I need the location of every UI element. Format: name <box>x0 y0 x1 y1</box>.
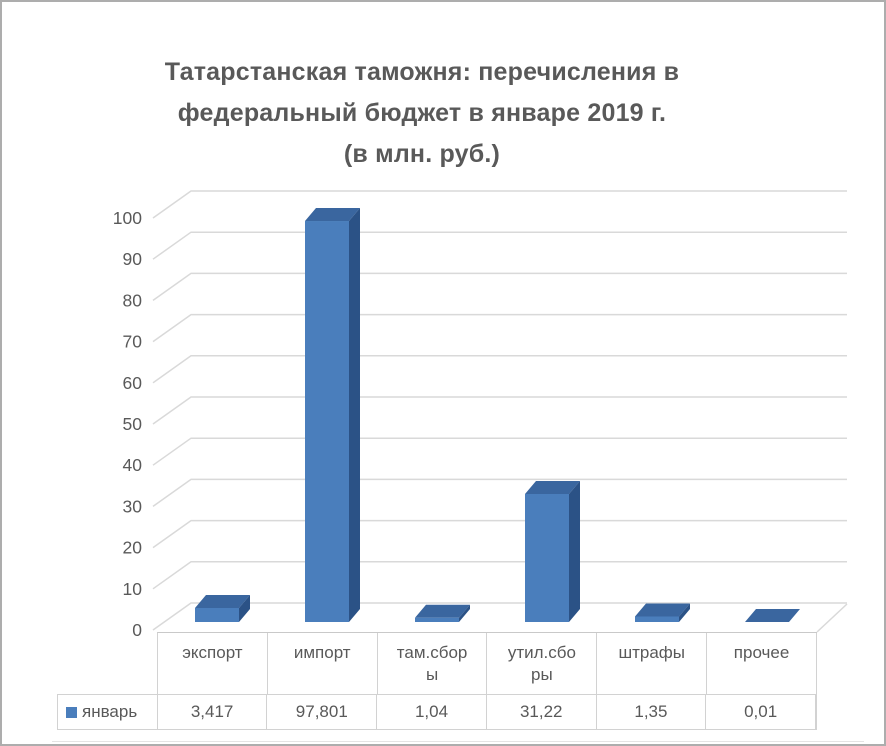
series-legend-marker <box>66 706 77 718</box>
table-value-экспорт: 3,417 <box>158 695 268 729</box>
bar-side-face-прочее <box>789 608 800 622</box>
gridline-0 <box>152 602 847 631</box>
gridline-90 <box>152 231 847 260</box>
bar-front-face-там.сборы <box>415 617 459 622</box>
category-label-импорт: импорт <box>268 633 378 694</box>
y-tick-label-20: 20 <box>123 538 143 558</box>
table-value-там.сборы: 1,04 <box>377 695 487 729</box>
table-value-импорт: 97,801 <box>267 695 378 729</box>
y-tick-label-30: 30 <box>123 496 143 516</box>
bar-top-face-там.сборы <box>415 604 470 618</box>
category-label-утил.сборы: утил.сбо ры <box>487 633 598 694</box>
bar-side-face-импорт <box>349 208 360 622</box>
gridline-60 <box>152 355 847 384</box>
floor-right-edge <box>816 603 848 633</box>
gridline-80 <box>152 272 847 302</box>
gridline-30 <box>152 478 847 508</box>
category-label-прочее: прочее <box>707 633 817 694</box>
chart-title-line-3: (в млн. руб.) <box>343 140 501 168</box>
legend-cell: январь <box>58 695 158 729</box>
gridline-50 <box>152 396 847 425</box>
y-tick-label-0: 0 <box>132 620 142 640</box>
bar-front-face-экспорт <box>195 607 239 622</box>
bar-front-face-утил.сборы <box>525 493 569 622</box>
data-table-row: январь 3,417 97,801 1,04 31,22 1,35 0,01 <box>57 694 817 730</box>
gridline-70 <box>152 313 847 343</box>
chart-title-line-2: федеральный бюджет в январе 2019 г. <box>177 99 667 127</box>
bar-side-face-штрафы <box>679 603 690 622</box>
table-value-прочее: 0,01 <box>706 695 816 729</box>
bar-top-face-экспорт <box>195 594 250 608</box>
bar-front-face-импорт <box>305 221 349 622</box>
bar-top-face-прочее <box>745 608 800 622</box>
bar-top-face-импорт <box>305 208 360 222</box>
category-label-экспорт: экспорт <box>158 633 268 694</box>
gridline-10 <box>152 561 847 590</box>
y-tick-label-90: 90 <box>123 249 143 269</box>
y-tick-label-80: 80 <box>123 290 143 310</box>
bar-top-face-утил.сборы <box>525 480 580 494</box>
bar-front-face-штрафы <box>635 616 679 622</box>
gridline-40 <box>152 437 847 466</box>
y-tick-label-40: 40 <box>123 455 143 475</box>
y-tick-label-100: 100 <box>113 208 142 228</box>
y-tick-label-50: 50 <box>123 414 143 434</box>
table-value-штрафы: 1,35 <box>597 695 707 729</box>
gridline-100 <box>152 190 847 219</box>
y-tick-label-10: 10 <box>123 579 143 599</box>
bar-side-face-утил.сборы <box>569 480 580 622</box>
bar-side-face-там.сборы <box>459 604 470 622</box>
category-label-там.сборы: там.сбор ы <box>378 633 488 694</box>
table-value-утил.сборы: 31,22 <box>487 695 597 729</box>
table-outer-bottom-border <box>52 741 864 742</box>
y-tick-label-60: 60 <box>123 373 143 393</box>
series-legend-label: январь <box>82 702 138 721</box>
y-tick-label-70: 70 <box>123 332 143 352</box>
category-axis: экспорт импорт там.сбор ы утил.сбо ры штрафы… <box>157 632 817 694</box>
chart-title: Татарстанская таможня: перечисления в фе… <box>2 52 842 175</box>
bar-top-face-штрафы <box>635 603 690 617</box>
gridline-20 <box>152 519 847 549</box>
category-label-штрафы: штрафы <box>597 633 708 694</box>
chart-title-line-1: Татарстанская таможня: перечисления в <box>164 58 680 86</box>
bar-side-face-экспорт <box>239 594 250 622</box>
